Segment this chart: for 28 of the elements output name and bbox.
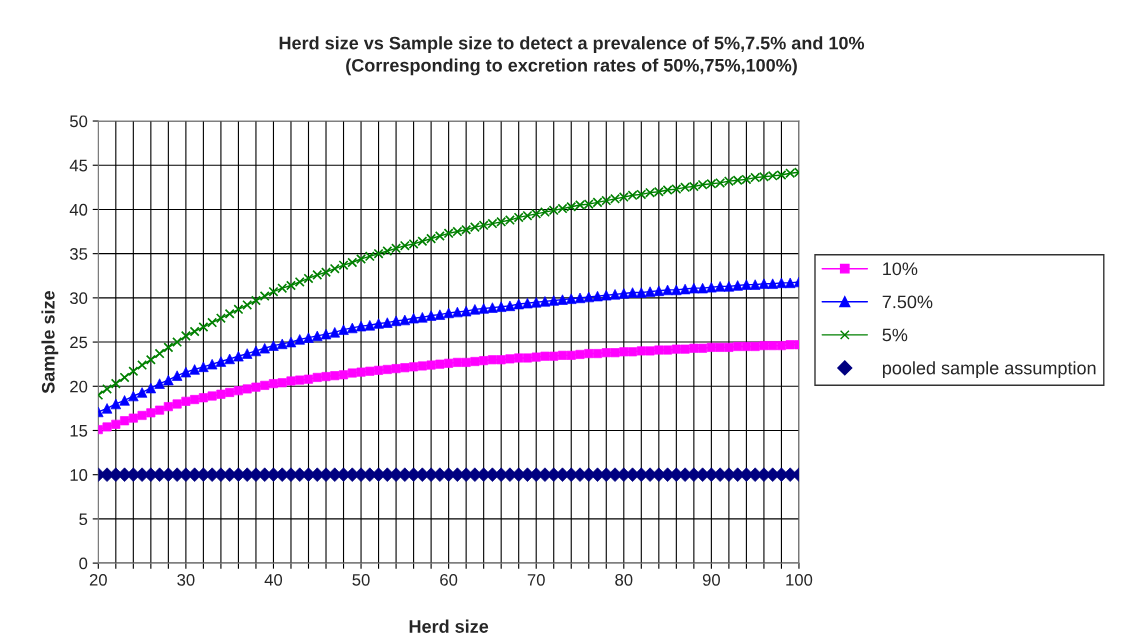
y-tick-label: 40 <box>69 203 88 216</box>
y-tick-label: 10 <box>70 469 88 481</box>
legend-label: 10% <box>883 262 918 276</box>
x-axis-title: Herd size <box>409 619 489 633</box>
x-tick-label: 100 <box>786 573 813 586</box>
x-tick-label: 70 <box>527 573 545 586</box>
chart-subtitle: (Corresponding to excretion rates of 50%,75%,100%) <box>346 58 797 76</box>
legend-label: 5% <box>882 328 908 342</box>
y-tick-label: 5 <box>79 513 88 526</box>
y-tick-label: 0 <box>79 557 88 570</box>
y-tick-label: 25 <box>70 336 88 349</box>
y-tick-label: 50 <box>70 115 88 128</box>
legend-label: pooled sample assumption <box>882 361 1096 378</box>
x-tick-label: 90 <box>702 573 720 586</box>
legend-label: 7.50% <box>882 295 933 309</box>
y-axis-title: Sample size <box>41 291 59 394</box>
y-tick-label: 15 <box>70 425 88 437</box>
x-tick-label: 20 <box>89 573 107 586</box>
x-tick-label: 50 <box>352 573 370 586</box>
x-tick-label: 60 <box>440 573 458 586</box>
y-tick-label: 35 <box>69 248 88 260</box>
chart-title: Herd size vs Sample size to detect a prevalence of 5%,7.5% and 10% <box>279 36 865 54</box>
x-tick-label: 30 <box>177 573 195 586</box>
x-tick-label: 40 <box>264 573 283 586</box>
y-tick-label: 45 <box>69 159 88 172</box>
y-tick-label: 20 <box>70 380 88 393</box>
y-tick-label: 30 <box>69 292 88 305</box>
x-tick-label: 80 <box>615 573 633 586</box>
